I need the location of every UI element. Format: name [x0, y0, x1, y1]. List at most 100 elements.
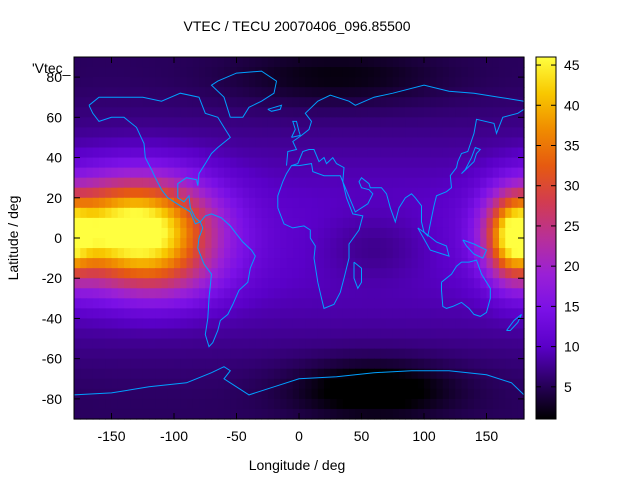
heatmap-cell: [305, 268, 313, 279]
heatmap-cell: [267, 378, 275, 390]
colorbar-tick-label: 40: [564, 97, 580, 113]
heatmap-cell: [80, 378, 88, 390]
heatmap-cell: [292, 227, 300, 239]
heatmap-cell: [149, 117, 156, 128]
heatmap-cell: [105, 258, 113, 269]
heatmap-cell: [211, 368, 219, 380]
heatmap-cell: [186, 217, 194, 229]
heatmap-cell: [180, 77, 188, 88]
heatmap-cell: [405, 268, 413, 279]
heatmap-cell: [417, 388, 425, 400]
heatmap-cell: [411, 157, 419, 169]
heatmap-cell: [255, 187, 263, 199]
heatmap-cell: [155, 278, 163, 289]
colorbar: [535, 56, 557, 420]
heatmap-cell: [180, 318, 188, 330]
heatmap-cell: [461, 378, 469, 390]
heatmap-cell: [267, 258, 275, 269]
heatmap-cell: [367, 157, 375, 169]
heatmap-cell: [230, 268, 238, 279]
heatmap-cell: [186, 338, 194, 350]
heatmap-cell: [342, 107, 350, 118]
heatmap-cell: [224, 117, 231, 128]
heatmap-cell: [80, 77, 88, 88]
heatmap-cell: [105, 388, 113, 400]
heatmap-cell: [505, 408, 513, 420]
heatmap-cell: [155, 268, 163, 279]
heatmap-cell: [236, 358, 244, 370]
heatmap-cell: [474, 268, 481, 279]
heatmap-cell: [242, 57, 250, 68]
heatmap-cell: [99, 67, 106, 78]
heatmap-cell: [224, 107, 231, 118]
heatmap-cell: [386, 258, 394, 269]
heatmap-cell: [205, 57, 213, 68]
heatmap-cell: [255, 157, 263, 169]
heatmap-cell: [361, 348, 369, 360]
heatmap-cell: [449, 258, 456, 269]
heatmap-cell: [236, 157, 244, 169]
heatmap-cell: [405, 207, 413, 219]
heatmap-cell: [374, 288, 381, 299]
heatmap-cell: [99, 227, 106, 239]
heatmap-cell: [199, 348, 206, 360]
heatmap-cell: [205, 378, 213, 390]
heatmap-cell: [242, 378, 250, 390]
heatmap-cell: [436, 368, 444, 380]
heatmap-cell: [99, 378, 106, 390]
heatmap-cell: [486, 318, 494, 330]
heatmap-cell: [330, 117, 338, 128]
heatmap-cell: [305, 338, 313, 350]
heatmap-cell: [230, 107, 238, 118]
heatmap-cell: [236, 318, 244, 330]
heatmap-cell: [355, 298, 363, 309]
heatmap-cell: [74, 258, 81, 269]
heatmap-cell: [449, 107, 456, 118]
heatmap-cell: [311, 217, 319, 229]
heatmap-cell: [499, 207, 506, 219]
heatmap-cell: [255, 67, 263, 78]
heatmap-cell: [267, 117, 275, 128]
heatmap-cell: [86, 67, 94, 78]
heatmap-cell: [80, 227, 88, 239]
heatmap-cell: [442, 408, 450, 420]
heatmap-cell: [424, 328, 431, 340]
heatmap-cell: [92, 107, 100, 118]
heatmap-cell: [480, 328, 488, 340]
heatmap-cell: [361, 157, 369, 169]
heatmap-cell: [461, 298, 469, 309]
heatmap-cell: [361, 147, 369, 159]
heatmap-cell: [80, 328, 88, 340]
heatmap-cell: [442, 187, 450, 199]
heatmap-cell: [349, 137, 356, 149]
heatmap-cell: [349, 258, 356, 269]
heatmap-cell: [386, 318, 394, 330]
heatmap-cell: [180, 147, 188, 159]
heatmap-cell: [330, 248, 338, 259]
heatmap-cell: [455, 227, 463, 239]
heatmap-cell: [392, 408, 400, 420]
heatmap-cell: [467, 147, 475, 159]
heatmap-cell: [99, 388, 106, 400]
heatmap-cell: [186, 398, 194, 410]
heatmap-cell: [324, 318, 331, 330]
heatmap-cell: [86, 268, 94, 279]
heatmap-cell: [349, 147, 356, 159]
heatmap-cell: [355, 398, 363, 410]
heatmap-cell: [155, 87, 163, 98]
heatmap-cell: [261, 97, 269, 108]
heatmap-cell: [486, 197, 494, 209]
heatmap-cell: [105, 268, 113, 279]
heatmap-cell: [292, 127, 300, 139]
heatmap-cell: [167, 398, 175, 410]
heatmap-cell: [286, 227, 294, 239]
heatmap-cell: [180, 388, 188, 400]
heatmap-cell: [105, 167, 113, 179]
heatmap-cell: [374, 127, 381, 139]
heatmap-cell: [380, 57, 388, 68]
heatmap-cell: [124, 328, 131, 340]
heatmap-cell: [80, 177, 88, 189]
heatmap-cell: [324, 227, 331, 239]
heatmap-cell: [236, 187, 244, 199]
heatmap-cell: [267, 227, 275, 239]
